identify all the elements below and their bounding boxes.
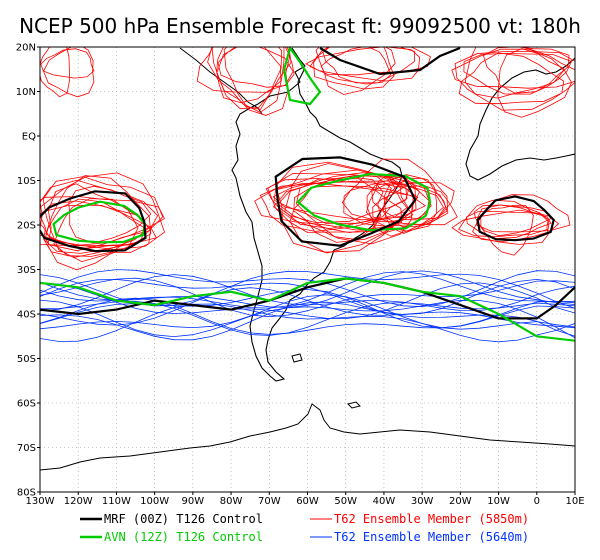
- legend-label-red: T62 Ensemble Member (5850m): [334, 512, 529, 526]
- red-member-contour: [259, 182, 427, 232]
- red-member-contour: [47, 183, 139, 271]
- red-member-contour: [458, 52, 565, 105]
- red-member-contour: [472, 204, 560, 243]
- lon-tick-label: 120W: [64, 496, 93, 507]
- control-contour-5850: [52, 200, 147, 244]
- red-member-contour: [451, 209, 549, 245]
- lon-tick-label: 20W: [449, 496, 472, 507]
- lon-tick-label: 80W: [220, 496, 243, 507]
- lat-tick-label: 10S: [17, 176, 36, 187]
- blue-member-contour: [40, 303, 575, 343]
- red-member-contour: [43, 47, 95, 98]
- legend-label-avn: AVN (12Z) T126 Control: [104, 530, 263, 544]
- red-member-contour: [289, 178, 403, 233]
- blue-member-contour: [40, 269, 575, 308]
- red-member-contour: [451, 48, 575, 89]
- lon-tick-label: 90W: [182, 496, 205, 507]
- lat-tick-label: EQ: [22, 132, 36, 143]
- legend-label-mrf: MRF (00Z) T126 Control: [104, 512, 263, 526]
- red-member-contour: [217, 47, 295, 88]
- red-member-contour: [466, 211, 552, 240]
- south-america-coast: [231, 47, 403, 382]
- red-member-contour: [272, 173, 421, 245]
- africa-coast: [465, 57, 575, 181]
- blue-member-contours: [40, 269, 575, 343]
- blue-member-contour: [40, 271, 575, 309]
- red-member-contour: [341, 174, 437, 232]
- red-member-contour: [372, 185, 458, 226]
- red-member-contour: [365, 173, 430, 223]
- lon-tick-label: 10W: [487, 496, 510, 507]
- blue-member-contour: [40, 294, 575, 330]
- lon-tick-label: 130W: [26, 496, 55, 507]
- lon-tick-label: 30W: [411, 496, 434, 507]
- blue-member-contour: [40, 289, 575, 329]
- lat-tick-label: 20S: [17, 221, 36, 232]
- control-contour-5850: [476, 195, 555, 242]
- chart-title: NCEP 500 hPa Ensemble Forecast ft: 99092…: [19, 14, 581, 38]
- central-america-coast: [179, 47, 263, 115]
- control-contour-5640: [40, 277, 575, 320]
- red-member-contour: [343, 158, 449, 227]
- red-member-contour: [273, 180, 410, 224]
- red-member-contour: [454, 51, 575, 111]
- blue-member-contour: [40, 277, 575, 318]
- red-member-contour: [482, 47, 570, 94]
- control-contour-5850: [282, 47, 322, 106]
- lat-tick-label: 20N: [16, 43, 36, 54]
- control-contour-5850: [40, 190, 147, 253]
- red-member-contour: [40, 47, 71, 98]
- red-member-contour: [309, 47, 431, 76]
- blue-member-contour: [40, 274, 575, 312]
- antarctica-coast: [40, 403, 575, 471]
- red-member-contour: [211, 47, 292, 110]
- control-contour-5850: [274, 156, 417, 247]
- control-contours: [40, 47, 575, 342]
- lat-tick-label: 60S: [17, 399, 36, 410]
- red-member-contour: [223, 47, 283, 110]
- red-member-contour: [497, 48, 572, 118]
- control-contour-5850: [296, 172, 432, 232]
- red-member-contour: [267, 172, 417, 253]
- legend-label-blue: T62 Ensemble Member (5640m): [334, 530, 529, 544]
- red-member-contour: [196, 47, 282, 93]
- red-member-contour: [315, 47, 396, 95]
- red-member-contour: [207, 47, 285, 113]
- red-member-contour: [40, 196, 165, 246]
- legend: MRF (00Z) T126 Control AVN (12Z) T126 Con…: [80, 512, 529, 544]
- red-member-contour: [40, 172, 165, 250]
- red-member-contour: [322, 47, 416, 84]
- blue-member-contour: [40, 297, 575, 335]
- lat-tick-label: 40S: [17, 310, 36, 321]
- lon-tick-label: 0: [534, 496, 540, 507]
- red-member-contours: [40, 47, 575, 271]
- red-member-contour: [216, 47, 294, 104]
- lat-tick-label: 10N: [16, 87, 36, 98]
- blue-member-contour: [40, 299, 575, 339]
- red-member-contour: [40, 48, 95, 79]
- control-contour-5850: [319, 47, 461, 76]
- lon-tick-label: 110W: [102, 496, 131, 507]
- red-member-contour: [40, 205, 158, 247]
- lat-tick-label: 70S: [17, 443, 36, 454]
- lat-tick-label: 50S: [17, 354, 36, 365]
- south-georgia-island: [347, 401, 361, 409]
- lon-tick-label: 70W: [258, 496, 281, 507]
- red-member-contour: [265, 178, 408, 224]
- red-member-contour: [305, 47, 421, 82]
- lon-tick-label: 100W: [140, 496, 169, 507]
- coastline: [40, 47, 575, 471]
- control-contour-5640: [40, 277, 575, 342]
- red-member-contour: [313, 47, 395, 90]
- red-member-contour: [44, 198, 146, 254]
- lat-tick-label: 80S: [17, 488, 36, 499]
- lon-tick-label: 10E: [565, 496, 584, 507]
- lon-tick-label: 40W: [373, 496, 396, 507]
- lon-tick-label: 60W: [296, 496, 319, 507]
- falkland-islands: [291, 353, 303, 363]
- lon-tick-label: 50W: [334, 496, 357, 507]
- lat-tick-label: 30S: [17, 265, 36, 276]
